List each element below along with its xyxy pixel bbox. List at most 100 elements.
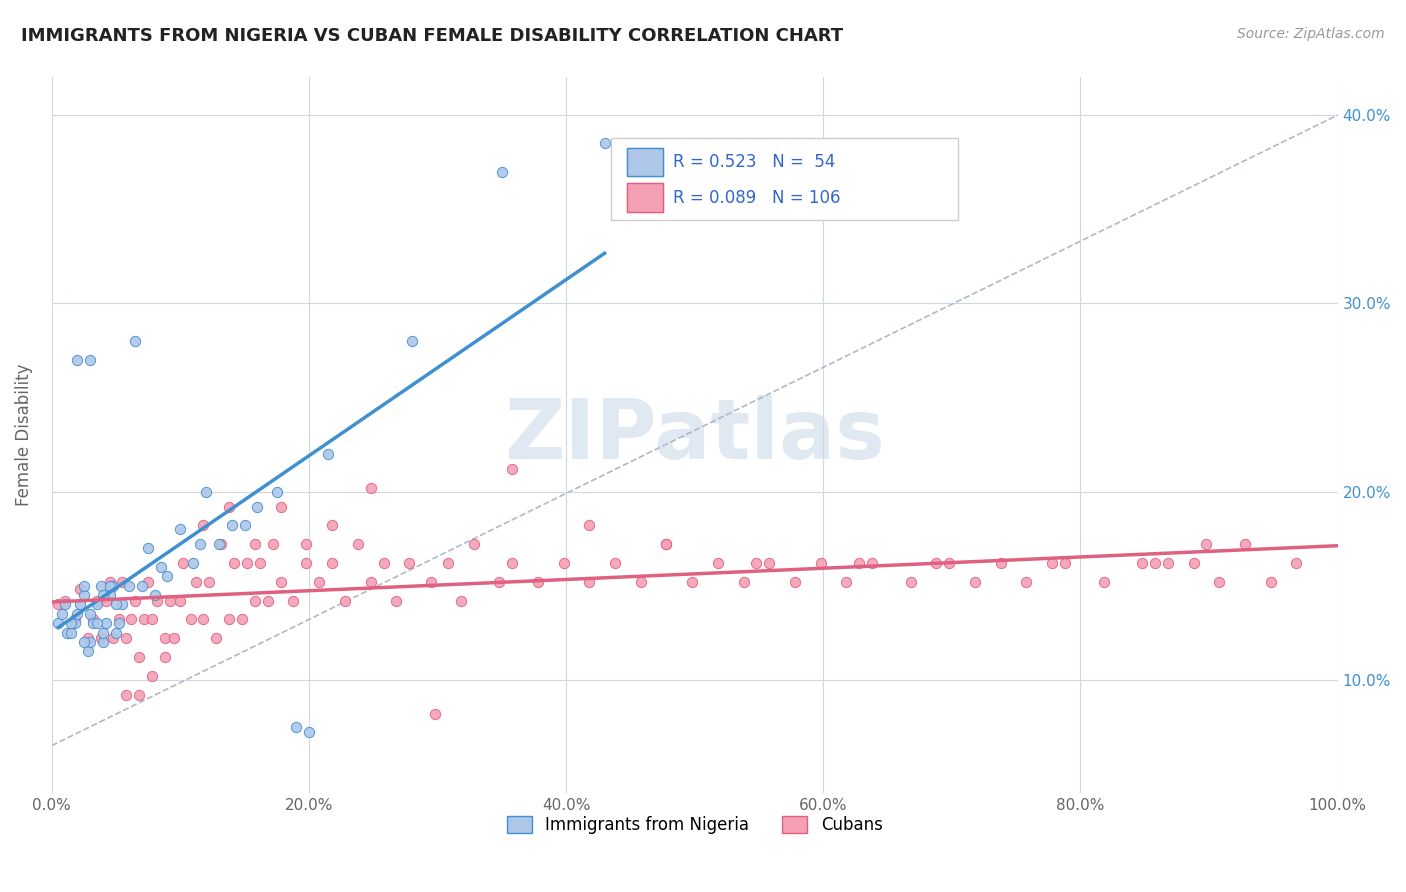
Point (115, 688, 138, 702)
Point (91, 625, 114, 640)
Point (69, 598, 91, 612)
Point (172, 556, 194, 570)
Point (900, 574, 922, 589)
Point (91, 635, 114, 649)
Point (184, 574, 207, 589)
Point (107, 616, 129, 631)
Point (73, 588, 96, 602)
Point (103, 632, 125, 646)
Point (266, 484, 288, 499)
Point (193, 518, 215, 533)
Point (603, 556, 626, 570)
Point (246, 500, 269, 514)
Point (758, 556, 780, 570)
Legend: Immigrants from Nigeria, Cubans: Immigrants from Nigeria, Cubans (506, 816, 883, 834)
Point (1053, 556, 1076, 570)
Bar (627, 183, 662, 212)
Point (156, 569, 179, 583)
Point (491, 164, 513, 178)
Point (1208, 574, 1230, 589)
Point (169, 522, 191, 536)
Point (262, 537, 284, 551)
Point (436, 556, 458, 570)
Point (283, 593, 305, 607)
Bar (627, 147, 662, 176)
Point (98, 574, 121, 589)
Point (488, 574, 510, 589)
Point (1144, 556, 1167, 570)
Point (423, 706, 446, 721)
Point (76, 632, 98, 646)
Point (249, 556, 271, 570)
Point (159, 593, 181, 607)
Point (295, 556, 318, 570)
Point (398, 556, 420, 570)
Point (146, 593, 169, 607)
Point (188, 537, 211, 551)
Text: R = 0.089   N = 106: R = 0.089 N = 106 (673, 188, 841, 207)
Point (630, 574, 652, 589)
Point (655, 537, 678, 551)
Point (420, 574, 443, 589)
Point (1285, 556, 1308, 570)
Point (1260, 574, 1282, 589)
Point (270, 574, 292, 589)
Point (733, 574, 755, 589)
Point (360, 481, 382, 495)
Point (66, 607, 89, 621)
Point (501, 556, 523, 570)
Point (53, 593, 76, 607)
Point (98, 579, 121, 593)
Point (224, 556, 246, 570)
Point (243, 593, 266, 607)
Point (69, 582, 91, 597)
Point (211, 537, 233, 551)
Point (195, 484, 218, 499)
Point (1182, 556, 1205, 570)
Point (98, 588, 121, 602)
Point (169, 593, 191, 607)
Point (46, 598, 69, 612)
Point (1234, 537, 1257, 551)
Point (118, 579, 141, 593)
Point (218, 500, 240, 514)
Point (115, 632, 138, 646)
Point (463, 537, 485, 551)
Point (553, 556, 575, 570)
Point (141, 613, 163, 627)
Text: Source: ZipAtlas.com: Source: ZipAtlas.com (1237, 27, 1385, 41)
Point (105, 598, 128, 612)
Point (221, 518, 243, 533)
Point (79, 607, 101, 621)
Point (321, 518, 343, 533)
Point (86, 593, 108, 607)
Point (1040, 556, 1063, 570)
Point (153, 650, 176, 665)
Point (218, 613, 240, 627)
Point (231, 613, 253, 627)
Point (707, 556, 730, 570)
Point (134, 613, 156, 627)
Point (295, 537, 318, 551)
Point (181, 556, 204, 570)
Point (1130, 556, 1153, 570)
Point (681, 574, 703, 589)
Point (938, 556, 960, 570)
Point (51, 607, 73, 621)
Point (783, 574, 806, 589)
Point (243, 537, 266, 551)
Point (385, 593, 408, 607)
Point (401, 334, 423, 348)
Point (53, 598, 76, 612)
FancyBboxPatch shape (612, 138, 959, 220)
Point (141, 669, 163, 683)
Point (578, 574, 600, 589)
Point (90, 579, 112, 593)
Point (308, 574, 330, 589)
Point (593, 136, 616, 151)
Point (76, 644, 98, 658)
Point (298, 725, 321, 739)
Point (124, 593, 146, 607)
Point (143, 588, 166, 602)
Point (745, 556, 768, 570)
